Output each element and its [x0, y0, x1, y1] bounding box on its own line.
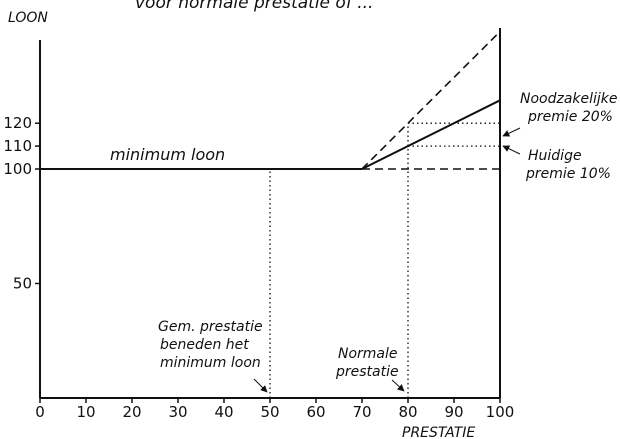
- chart-title-fragment: voor normale prestatie of ...: [135, 0, 373, 13]
- gem-prestatie-label-1: Gem. prestatie: [158, 319, 263, 335]
- series-layer: [40, 31, 501, 170]
- tick-layer: 0 10 20 30 40 50 60 70 80 90 100 50 100 110 120: [3, 114, 514, 421]
- x-tick-label: 80: [398, 403, 417, 421]
- x-tick-label: 100: [486, 403, 515, 421]
- y-tick-label: 110: [3, 137, 32, 155]
- gem-prestatie-label-3: minimum loon: [160, 355, 261, 371]
- y-tick-label: 100: [3, 160, 32, 178]
- x-tick-label: 0: [35, 403, 45, 421]
- x-tick-label: 40: [214, 403, 233, 421]
- x-tick-label: 20: [122, 403, 141, 421]
- series-line: [361, 31, 501, 170]
- y-axis-label: LOON: [8, 10, 48, 26]
- noodzakelijke-label-2: premie 20%: [527, 109, 613, 125]
- normale-prestatie-label-1: Normale: [338, 346, 398, 362]
- x-axis-label: PRESTATIE: [402, 425, 475, 439]
- x-tick-label: 90: [444, 403, 463, 421]
- huidige-label-1: Huidige: [528, 148, 582, 164]
- minimum-loon-label: minimum loon: [110, 145, 225, 164]
- normale-prestatie-arrow: [391, 379, 405, 392]
- x-tick-label: 60: [306, 403, 325, 421]
- x-tick-label: 10: [76, 403, 95, 421]
- noodzakelijke-label-1: Noodzakelijke: [520, 91, 618, 107]
- x-tick-label: 30: [168, 403, 187, 421]
- y-tick-label: 50: [13, 275, 32, 293]
- x-tick-label: 70: [352, 403, 371, 421]
- gem-prestatie-label-2: beneden het: [160, 337, 249, 353]
- normale-prestatie-label-2: prestatie: [335, 364, 399, 380]
- huidige-arrow: [502, 145, 521, 155]
- gem-prestatie-arrow: [253, 378, 268, 393]
- series-line: [361, 99, 501, 170]
- x-tick-label: 50: [260, 403, 279, 421]
- noodzakelijke-arrow: [502, 127, 521, 137]
- huidige-label-2: premie 10%: [525, 166, 611, 182]
- y-tick-label: 120: [3, 114, 32, 132]
